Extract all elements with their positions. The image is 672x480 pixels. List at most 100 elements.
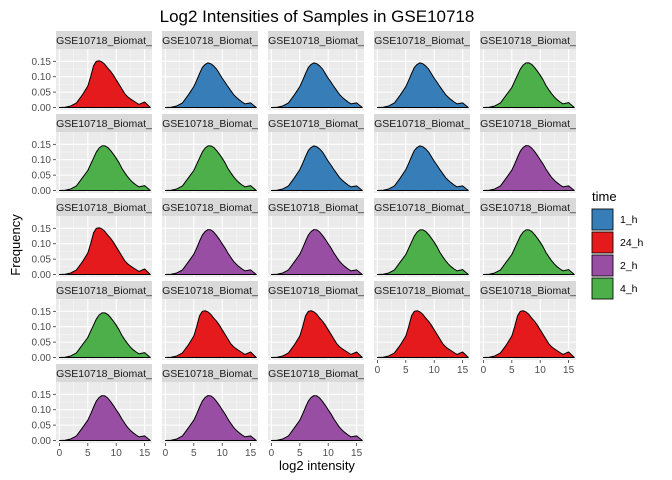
density-area-24_h bbox=[58, 227, 151, 276]
density-area-2_h bbox=[270, 395, 363, 442]
x-tick-label: 10 bbox=[535, 365, 547, 376]
y-tick-label: 0.00 bbox=[32, 103, 52, 114]
facet-panel: GSE10718_Biomat_ bbox=[162, 364, 258, 443]
facet-strip-label: GSE10718_Biomat_ bbox=[268, 35, 364, 47]
facet-strip bbox=[56, 114, 152, 132]
density-area-4_h bbox=[482, 62, 575, 109]
facet-strip bbox=[56, 31, 152, 49]
facet-strip-label: GSE10718_Biomat_ bbox=[374, 118, 470, 130]
x-tick-label: 10 bbox=[217, 448, 229, 459]
density-area-4_h bbox=[482, 229, 575, 276]
y-tick-label: 0.05 bbox=[32, 338, 52, 349]
y-tick-label: 0.00 bbox=[32, 186, 52, 197]
x-tick-label: 0 bbox=[375, 365, 381, 376]
facet-panel: GSE10718_Biomat_ bbox=[162, 114, 258, 193]
y-tick-label: 0.05 bbox=[32, 255, 52, 266]
density-area-4_h bbox=[58, 145, 151, 192]
facet-strip bbox=[374, 198, 470, 216]
facet-strip-label: GSE10718_Biomat_ bbox=[162, 285, 258, 297]
facet-strip-label: GSE10718_Biomat_ bbox=[480, 35, 576, 47]
y-tick-label: 0.00 bbox=[32, 270, 52, 281]
facet-panel: GSE10718_Biomat_ bbox=[56, 31, 152, 110]
y-tick-label: 0.00 bbox=[32, 436, 52, 447]
density-area-24_h bbox=[270, 310, 363, 359]
x-tick-label: 0 bbox=[163, 448, 169, 459]
legend-swatch-1_h bbox=[591, 208, 614, 231]
y-tick-label: 0.00 bbox=[32, 353, 52, 364]
y-tick-label: 0.05 bbox=[32, 421, 52, 432]
x-tick-label: 5 bbox=[191, 448, 197, 459]
facet-panel: GSE10718_Biomat_ bbox=[162, 281, 258, 360]
facet-panels: GSE10718_Biomat_ GSE10718_Biomat_ GSE10718… bbox=[56, 31, 576, 443]
legend-label: 24_h bbox=[620, 237, 644, 249]
x-tick-label: 0 bbox=[269, 448, 275, 459]
facet-panel: GSE10718_Biomat_ bbox=[480, 114, 576, 193]
facet-panel: GSE10718_Biomat_ bbox=[374, 198, 470, 277]
facet-panel: GSE10718_Biomat_ bbox=[56, 364, 152, 443]
x-tick-label: 15 bbox=[245, 448, 257, 459]
facet-strip bbox=[268, 114, 364, 132]
density-area-2_h bbox=[164, 395, 257, 442]
facet-strip bbox=[268, 281, 364, 299]
facet-strip-label: GSE10718_Biomat_ bbox=[56, 202, 152, 214]
facet-strip-label: GSE10718_Biomat_ bbox=[374, 202, 470, 214]
facet-strip bbox=[268, 364, 364, 382]
legend-label: 4_h bbox=[620, 283, 638, 295]
y-tick-label: 0.10 bbox=[32, 239, 52, 250]
facet-panel: GSE10718_Biomat_ bbox=[480, 198, 576, 277]
x-axis-ticks: 0 5 10 15 0 5 10 15 0 5 10 15 0 5 10 15 0 5 10 15 bbox=[57, 360, 575, 459]
y-axis-title: Frequency bbox=[8, 214, 23, 276]
density-area-4_h bbox=[164, 145, 257, 192]
legend-swatch-4_h bbox=[591, 277, 614, 300]
y-tick-label: 0.05 bbox=[32, 171, 52, 182]
facet-strip-label: GSE10718_Biomat_ bbox=[268, 368, 364, 380]
x-tick-label: 15 bbox=[563, 365, 575, 376]
x-tick-label: 5 bbox=[85, 448, 91, 459]
legend: time 1_h 24_h 2_h 4_h bbox=[591, 189, 644, 300]
facet-panel: GSE10718_Biomat_ bbox=[268, 281, 364, 360]
y-tick-label: 0.10 bbox=[32, 72, 52, 83]
density-area-2_h bbox=[164, 229, 257, 276]
x-tick-label: 0 bbox=[57, 448, 63, 459]
facet-strip bbox=[162, 198, 258, 216]
facet-strip bbox=[56, 281, 152, 299]
facet-strip bbox=[56, 364, 152, 382]
legend-title: time bbox=[592, 189, 617, 204]
facet-strip bbox=[162, 364, 258, 382]
facet-strip bbox=[480, 114, 576, 132]
density-area-2_h bbox=[58, 395, 151, 442]
x-tick-label: 10 bbox=[429, 365, 441, 376]
facet-panel: GSE10718_Biomat_ bbox=[374, 281, 470, 360]
legend-label: 1_h bbox=[620, 214, 638, 226]
facet-strip-label: GSE10718_Biomat_ bbox=[480, 118, 576, 130]
density-area-1_h bbox=[270, 145, 363, 192]
x-tick-label: 15 bbox=[139, 448, 151, 459]
density-area-2_h bbox=[270, 229, 363, 276]
facet-panel: GSE10718_Biomat_ bbox=[56, 114, 152, 193]
y-tick-label: 0.15 bbox=[32, 307, 52, 318]
x-tick-label: 5 bbox=[509, 365, 515, 376]
legend-swatch-24_h bbox=[591, 231, 614, 254]
facet-strip-label: GSE10718_Biomat_ bbox=[162, 368, 258, 380]
facet-strip bbox=[268, 31, 364, 49]
density-area-2_h bbox=[482, 145, 575, 192]
facet-panel: GSE10718_Biomat_ bbox=[480, 281, 576, 360]
chart-title: Log2 Intensities of Samples in GSE10718 bbox=[160, 7, 475, 26]
facet-panel: GSE10718_Biomat_ bbox=[480, 31, 576, 110]
facet-strip-label: GSE10718_Biomat_ bbox=[162, 35, 258, 47]
facet-panel: GSE10718_Biomat_ bbox=[374, 114, 470, 193]
facet-strip bbox=[162, 281, 258, 299]
facet-strip bbox=[374, 114, 470, 132]
facet-strip-label: GSE10718_Biomat_ bbox=[56, 118, 152, 130]
facet-strip bbox=[162, 114, 258, 132]
density-area-4_h bbox=[58, 312, 151, 359]
facet-strip-label: GSE10718_Biomat_ bbox=[268, 118, 364, 130]
facet-panel: GSE10718_Biomat_ bbox=[268, 364, 364, 443]
y-tick-label: 0.10 bbox=[32, 322, 52, 333]
facet-strip-label: GSE10718_Biomat_ bbox=[162, 202, 258, 214]
y-axis-ticks: 0.00 0.05 0.10 0.15 0.00 0.05 0.10 0.15 0.00 0.05… bbox=[32, 57, 56, 447]
density-area-24_h bbox=[376, 310, 469, 359]
facet-strip bbox=[374, 31, 470, 49]
facet-panel: GSE10718_Biomat_ bbox=[56, 198, 152, 277]
